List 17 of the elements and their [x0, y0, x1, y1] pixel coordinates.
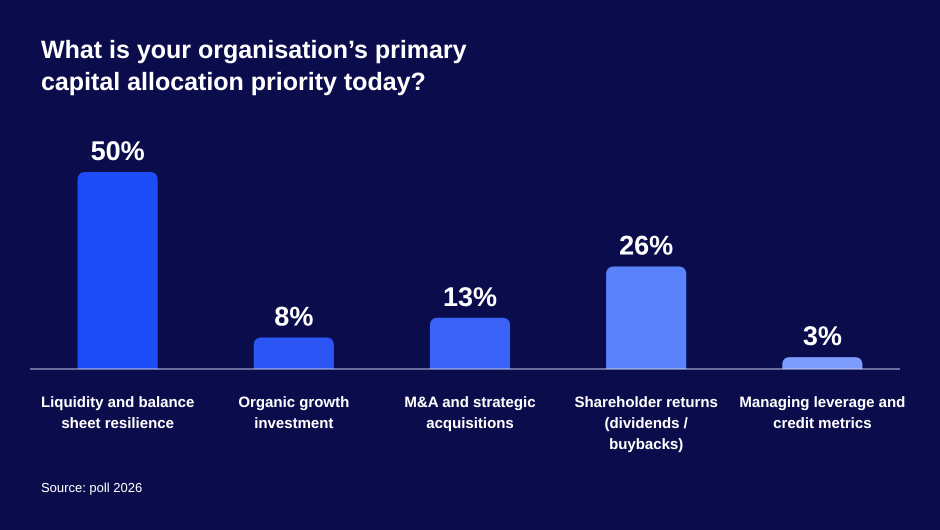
- source-note: Source: poll 2026: [41, 480, 142, 495]
- data-label: 26%: [619, 230, 674, 261]
- x-tick-label: M&A and strategic acquisitions: [404, 394, 536, 432]
- x-tick-label: Managing leverage and credit metrics: [739, 394, 906, 432]
- x-tick-label: Organic growth investment: [238, 394, 350, 432]
- x-tick-label: Liquidity and balance sheet resilience: [40, 394, 194, 432]
- bar: [606, 266, 686, 369]
- bar: [78, 172, 158, 369]
- bar: [782, 357, 862, 369]
- data-label: 13%: [442, 282, 498, 312]
- x-tick-label: Shareholder returns (dividends / buybacks): [574, 394, 718, 453]
- bar: [254, 337, 334, 369]
- data-label: 50%: [90, 136, 145, 166]
- data-label: 3%: [802, 321, 842, 352]
- data-label: 8%: [274, 301, 314, 332]
- bar: [430, 318, 510, 369]
- chart-title: What is your organisation’s primary capital allocation priority today?: [41, 36, 467, 96]
